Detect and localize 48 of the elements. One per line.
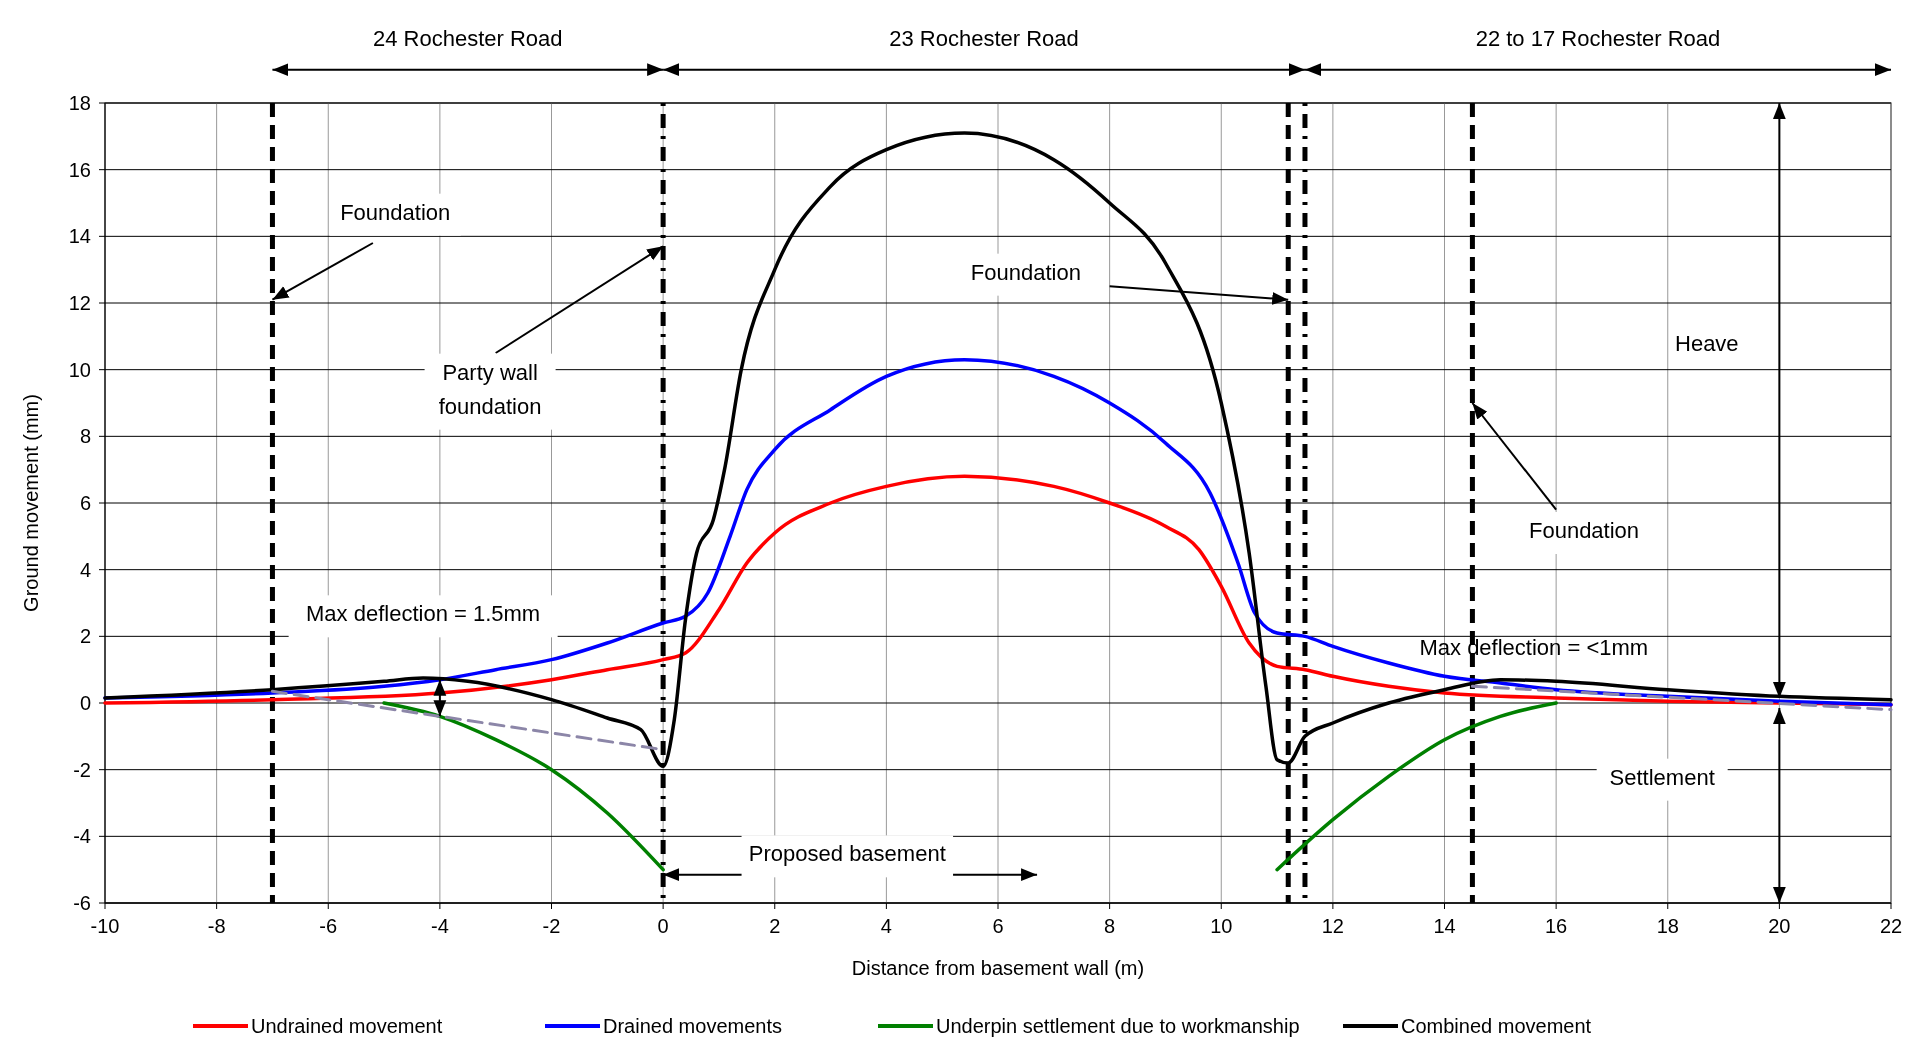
text: 22 to 17 Rochester Road [1475, 26, 1721, 52]
x-tick-label: 4 [880, 915, 892, 937]
annotation: Settlement [1609, 764, 1715, 790]
y-tick-label: -2 [73, 758, 91, 781]
annotation: Heave [1675, 331, 1739, 357]
y-tick-label: 4 [79, 558, 91, 581]
y-tick-label: 2 [79, 625, 91, 648]
x-tick-label: 6 [992, 915, 1004, 937]
x-tick-label: -6 [319, 915, 338, 937]
legend-label: Combined movement [1401, 1015, 1592, 1037]
annotation: Max deflection = <1mm [1419, 634, 1649, 660]
x-tick-label: 10 [1210, 915, 1233, 937]
x-tick-label: 22 [1879, 915, 1903, 937]
x-tick-label: 8 [1104, 915, 1116, 937]
annotation: Party wall foundation [438, 359, 542, 419]
x-tick-label: 16 [1545, 915, 1568, 937]
legend-label: Undrained movement [251, 1015, 443, 1037]
x-tick-label: 20 [1768, 915, 1791, 937]
y-axis-title: Ground movement (mm) [20, 394, 42, 612]
annotation: Foundation [1528, 518, 1640, 543]
y-tick-label: 16 [68, 158, 91, 181]
x-tick-label: -2 [542, 915, 561, 937]
y-tick-label: 0 [79, 692, 91, 714]
x-tick-label: -4 [430, 915, 449, 937]
y-tick-label: -4 [73, 825, 91, 848]
text: 23 Rochester Road [889, 26, 1079, 52]
y-tick-label: 10 [68, 358, 91, 381]
x-tick-label: 14 [1433, 915, 1456, 937]
x-tick-label: 2 [769, 915, 781, 937]
x-tick-label: 0 [657, 915, 669, 937]
legend-label: Drained movements [603, 1015, 782, 1037]
x-tick-label: 18 [1656, 915, 1679, 937]
legend-label: Underpin settlement due to workmanship [936, 1015, 1300, 1037]
y-tick-label: -6 [73, 892, 91, 914]
y-tick-label: 6 [79, 492, 91, 514]
x-tick-label: -8 [207, 915, 226, 937]
annotation: Max deflection = 1.5mm [306, 601, 541, 627]
annotation: Foundation [970, 259, 1081, 285]
x-tick-label: 12 [1321, 915, 1344, 937]
x-tick-label: -10 [90, 915, 120, 937]
text: 24 Rochester Road [373, 26, 563, 52]
x-axis-title: Distance from basement wall (m) [851, 957, 1145, 979]
y-tick-label: 12 [68, 292, 91, 314]
y-tick-label: 14 [68, 225, 91, 248]
annotation: Foundation [340, 199, 451, 225]
y-tick-label: 8 [79, 425, 91, 448]
y-tick-label: 18 [68, 92, 91, 114]
annotation: Proposed basement [748, 841, 946, 867]
